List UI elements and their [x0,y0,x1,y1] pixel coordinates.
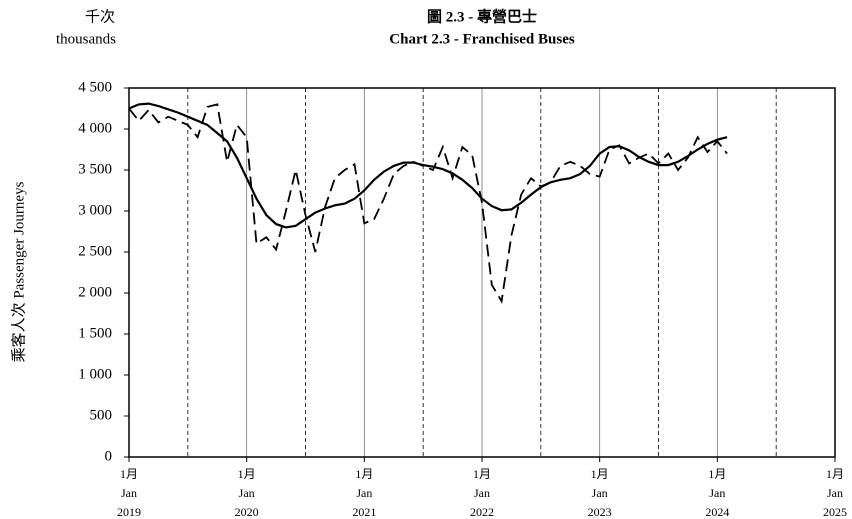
y-tick-label: 2 500 [78,243,112,259]
y-tick-label: 3 000 [78,202,112,218]
y-tick-label: 500 [90,407,113,423]
chart-subtitle: Chart 2.3 - Franchised Buses [389,31,575,47]
plot-frame [128,87,836,458]
x-tick-label: 1月 Jan 2020 [235,467,259,519]
y-tick-label: 1 500 [78,325,112,341]
y-tick-label: 1 000 [78,366,112,382]
x-tick-label: 1月 Jan 2023 [588,467,612,519]
series-line [128,103,728,304]
series-line [128,102,728,229]
x-tick-label: 1月 Jan 2024 [705,467,729,519]
y-tick-label: 0 [105,448,113,464]
y-tick-label: 4 500 [78,79,112,95]
chart-title: 圖 2.3 - 專營巴士 [427,7,537,25]
y-tick-label: 3 500 [78,161,112,177]
unit-en: thousands [56,31,116,47]
unit-zh: 千次 [85,8,115,25]
x-tick-label: 1月 Jan 2019 [117,467,141,519]
x-tick-label: 1月 Jan 2021 [352,467,376,519]
x-tick-label: 1月 Jan 2022 [470,467,494,519]
x-tick-label: 1月 Jan 2025 [823,467,847,519]
y-tick-label: 4 000 [78,120,112,136]
y-tick-label: 2 000 [78,284,112,300]
y-axis-label: 乘客人次 Passenger Journeys [10,181,27,362]
